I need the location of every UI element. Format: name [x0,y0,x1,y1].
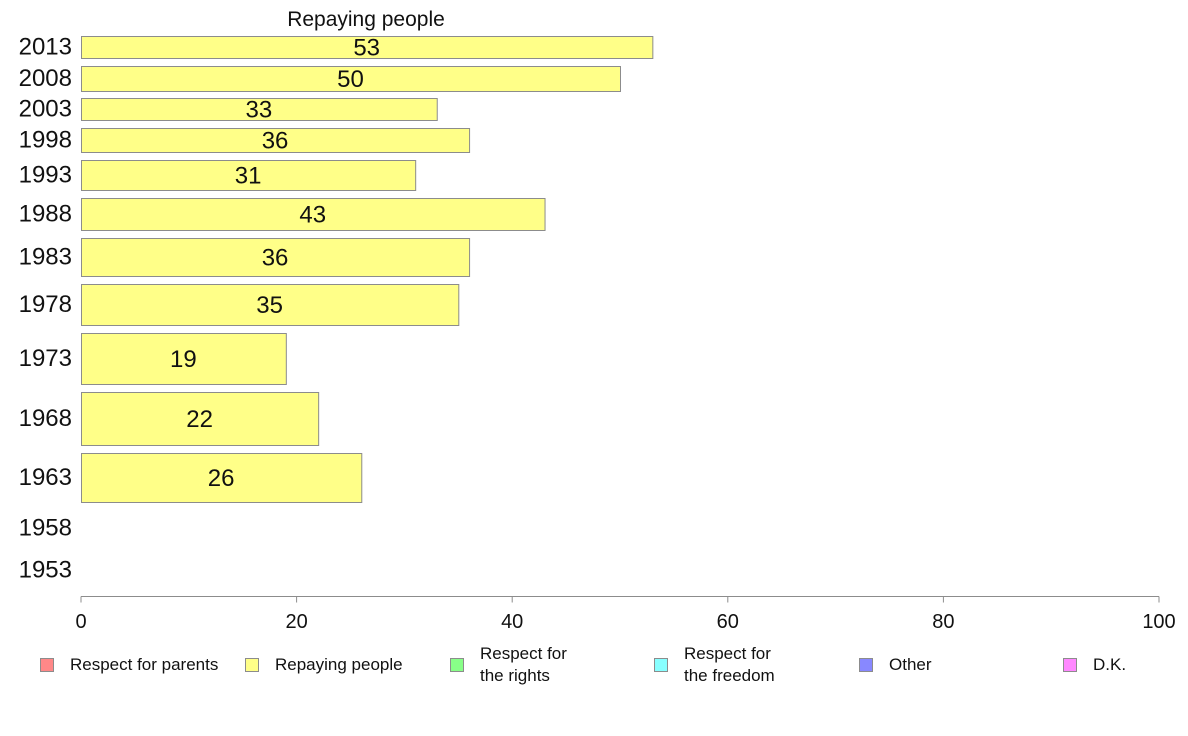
x-tick-label: 100 [1142,611,1175,633]
data-label: 53 [353,35,380,62]
data-label: 36 [262,245,289,272]
legend-swatch [40,658,54,672]
legend-label: D.K. [1093,655,1127,674]
x-tick-label: 80 [932,611,954,633]
legend-item: D.K. [1063,654,1126,676]
y-tick-label: 1973 [19,345,72,372]
legend-swatch [859,658,873,672]
y-tick-label: 1963 [19,464,72,491]
data-label: 26 [208,465,235,492]
legend-swatch [1063,658,1077,672]
y-tick-label: 2008 [19,65,72,92]
bar [81,36,654,59]
bar [81,128,471,153]
legend-swatch [654,658,668,672]
bar [81,198,546,231]
y-tick-label: 1953 [19,557,72,584]
y-tick-label: 1968 [19,405,72,432]
y-tick-label: 1958 [19,515,72,542]
legend-item: Respect for parents [40,654,218,676]
data-label: 31 [235,163,262,190]
bar [81,66,621,92]
data-label: 22 [186,406,213,433]
legend-item: Repaying people [245,654,403,676]
bar [81,333,287,385]
data-label: 35 [256,292,283,319]
legend-label: Respect for parents [70,655,219,674]
bar [81,453,363,503]
data-label: 36 [262,128,289,155]
data-label: 19 [170,346,197,373]
x-tick-label: 20 [285,611,307,633]
legend-swatch [450,658,464,672]
y-tick-label: 2003 [19,96,72,123]
legend-swatch [245,658,259,672]
chart-rows: 2013 53 2008 50 2003 33 1998 36 1993 31 1988 43 1983… [19,34,654,584]
bar [81,160,417,191]
x-axis: 0 20 40 60 80 100 [75,596,1176,633]
bar [81,284,460,326]
bar [81,392,320,446]
x-tick-label: 0 [75,611,86,633]
y-tick-label: 1988 [19,201,72,228]
legend-label: Respect for the rights [480,644,567,685]
x-tick-label: 60 [717,611,739,633]
legend-item: Respect for the rights [450,643,567,687]
data-label: 50 [337,66,364,93]
legend-item: Other [859,654,932,676]
legend-item: Respect for the freedom [654,643,775,687]
legend-label: Other [889,655,932,674]
y-tick-label: 1993 [19,162,72,189]
y-tick-label: 1983 [19,244,72,271]
y-tick-label: 1998 [19,127,72,154]
chart-title: Repaying people [287,8,445,31]
y-tick-label: 2013 [19,34,72,61]
bar [81,238,471,277]
legend-label: Respect for the freedom [684,644,775,685]
x-tick-label: 40 [501,611,523,633]
data-label: 33 [246,97,273,124]
data-label: 43 [299,202,326,229]
y-tick-label: 1978 [19,291,72,318]
bar [81,98,438,121]
legend-label: Repaying people [275,655,403,674]
